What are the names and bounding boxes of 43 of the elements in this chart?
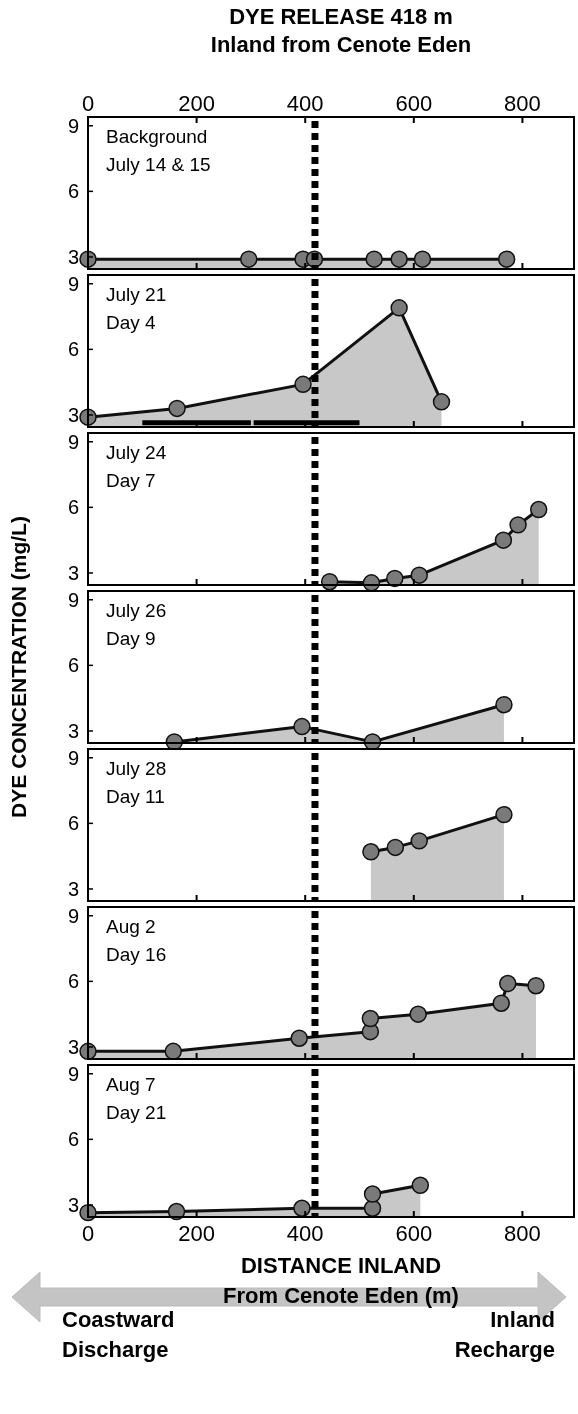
x-tick-label: 800: [504, 1221, 541, 1246]
y-tick-label: 9: [67, 272, 79, 295]
y-tick-label: 9: [67, 430, 79, 453]
y-tick-label: 3: [67, 403, 79, 426]
y-tick-label: 9: [67, 1062, 79, 1085]
annotation: Aug 2 Day 16: [106, 916, 167, 965]
y-tick-label: 6: [67, 970, 79, 993]
text: Inland Recharge: [454, 1307, 555, 1362]
y-tick-label: 6: [67, 812, 79, 835]
y-tick-label: 6: [67, 180, 79, 203]
y-tick-label: 9: [67, 588, 79, 611]
annotation: July 24 Day 7: [106, 442, 167, 491]
x-tick-label: 200: [178, 1221, 215, 1246]
y-tick-label: 3: [67, 719, 79, 742]
y-tick-label: 3: [67, 877, 79, 900]
annotation: Aug 7 Day 21: [106, 1074, 167, 1123]
x-axis-title: DISTANCE INLAND From Cenote Eden (m): [223, 1253, 459, 1308]
x2-tick-label: 600: [395, 91, 433, 116]
y-tick-label: 3: [67, 561, 79, 584]
y-tick-label: 9: [67, 114, 79, 137]
text: Coastward Discharge: [62, 1307, 175, 1362]
y-tick-label: 9: [67, 746, 79, 769]
annotation: July 28 Day 11: [106, 758, 167, 807]
y-tick-label: 3: [67, 1035, 79, 1058]
x-tick-label: 0: [81, 1221, 95, 1246]
y-tick-label: 9: [67, 904, 79, 927]
x-tick-label: 400: [286, 1221, 324, 1246]
y-tick-label: 6: [67, 338, 79, 361]
x2-tick-label: 800: [504, 91, 541, 116]
annotation: Background July 14 & 15: [106, 126, 211, 175]
y-axis-title: DYE CONCENTRATION (mg/L): [7, 516, 30, 818]
annotation: July 21 Day 4: [106, 284, 167, 333]
y-tick-label: 3: [67, 1193, 79, 1216]
chart-title: DYE RELEASE 418 m Inland from Cenote Eden: [210, 4, 472, 57]
x2-tick-label: 400: [286, 91, 324, 116]
y-tick-label: 3: [67, 245, 79, 268]
y-tick-label: 6: [67, 1128, 79, 1151]
x2-tick-label: 0: [81, 91, 95, 116]
annotation: July 26 Day 9: [106, 600, 167, 649]
x2-tick-label: 200: [178, 91, 215, 116]
x-tick-label: 600: [395, 1221, 433, 1246]
y-tick-label: 6: [67, 654, 79, 677]
y-tick-label: 6: [67, 496, 79, 519]
